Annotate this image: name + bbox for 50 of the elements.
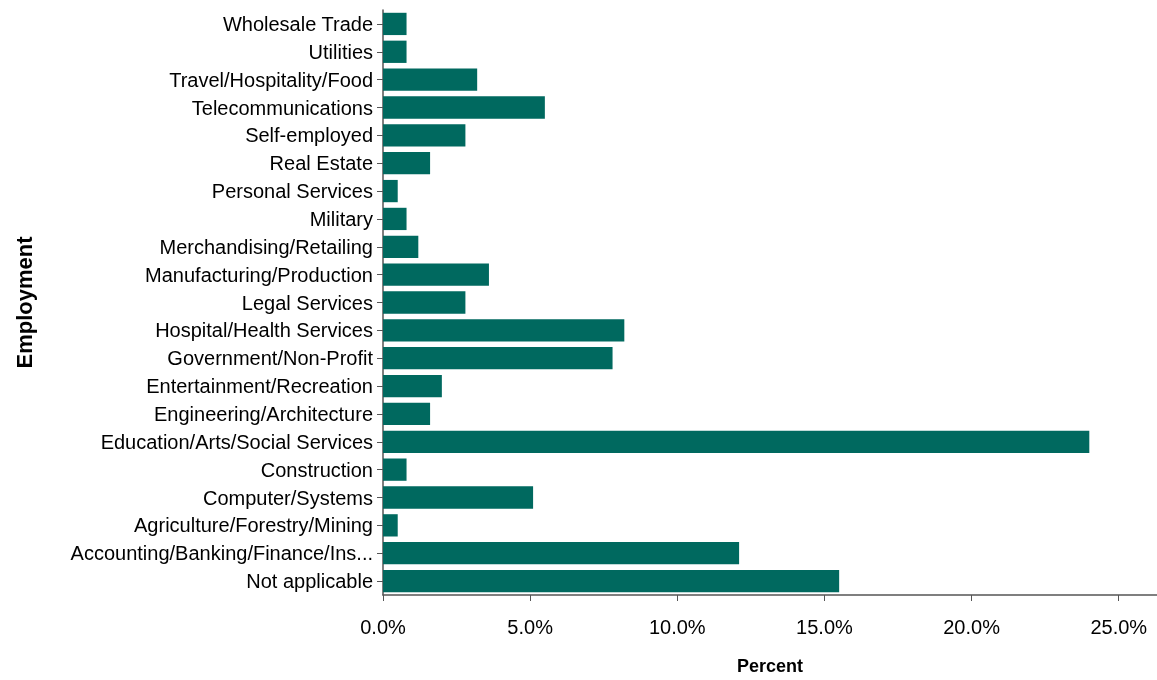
x-axis-title: Percent <box>736 656 804 676</box>
y-tick-label: Construction <box>260 458 373 481</box>
y-tick-label: Agriculture/Forestry/Mining <box>134 514 373 537</box>
bar <box>383 96 545 119</box>
y-tick-label: Legal Services <box>241 291 373 314</box>
bar <box>383 374 442 398</box>
x-tick-label: 25.0% <box>1090 616 1148 638</box>
bar <box>383 263 489 286</box>
x-tick-label: 0.0% <box>360 616 407 638</box>
y-tick-label: Wholesale Trade <box>222 12 373 35</box>
bar <box>383 430 1090 453</box>
y-axis-title: Employment <box>11 235 37 369</box>
bar <box>383 179 398 203</box>
bar <box>383 68 478 91</box>
y-tick-label: Entertainment/Recreation <box>146 375 373 398</box>
y-tick-label: Manufacturing/Production <box>145 263 373 286</box>
y-tick-label: Merchandising/Retailing <box>159 235 373 258</box>
x-tick-label: 20.0% <box>943 616 1001 638</box>
bar <box>383 152 431 175</box>
y-tick-label: Self-employed <box>245 124 373 147</box>
y-tick-label: Education/Arts/Social Services <box>100 430 373 453</box>
x-tick-label: 5.0% <box>507 616 554 638</box>
x-tick-label: 10.0% <box>648 616 706 638</box>
x-tick-label: 15.0% <box>796 616 854 638</box>
bar <box>383 347 613 370</box>
y-tick-label: Government/Non-Profit <box>167 347 374 370</box>
y-tick-label: Not applicable <box>246 570 373 593</box>
y-tick-label: Accounting/Banking/Finance/Ins... <box>70 542 373 565</box>
y-tick-label: Travel/Hospitality/Food <box>169 68 373 91</box>
y-tick-label: Real Estate <box>269 152 373 175</box>
bar <box>383 486 534 509</box>
bar <box>383 40 407 63</box>
bar <box>383 569 840 593</box>
bar <box>383 12 407 36</box>
bar <box>383 402 431 426</box>
bar <box>383 291 466 314</box>
bar <box>383 319 625 342</box>
bar <box>383 514 398 537</box>
y-tick-label: Computer/Systems <box>202 486 373 509</box>
y-tick-label: Hospital/Health Services <box>155 319 373 342</box>
bar <box>383 235 419 258</box>
y-tick-label: Engineering/Architecture <box>153 402 373 425</box>
y-tick-label: Utilities <box>308 40 373 63</box>
y-tick-label: Telecommunications <box>191 96 373 119</box>
bar <box>383 542 740 565</box>
y-tick-label: Military <box>309 207 373 230</box>
bar <box>383 207 407 231</box>
bar <box>383 458 407 481</box>
bar <box>383 124 466 147</box>
y-tick-label: Personal Services <box>211 180 373 203</box>
